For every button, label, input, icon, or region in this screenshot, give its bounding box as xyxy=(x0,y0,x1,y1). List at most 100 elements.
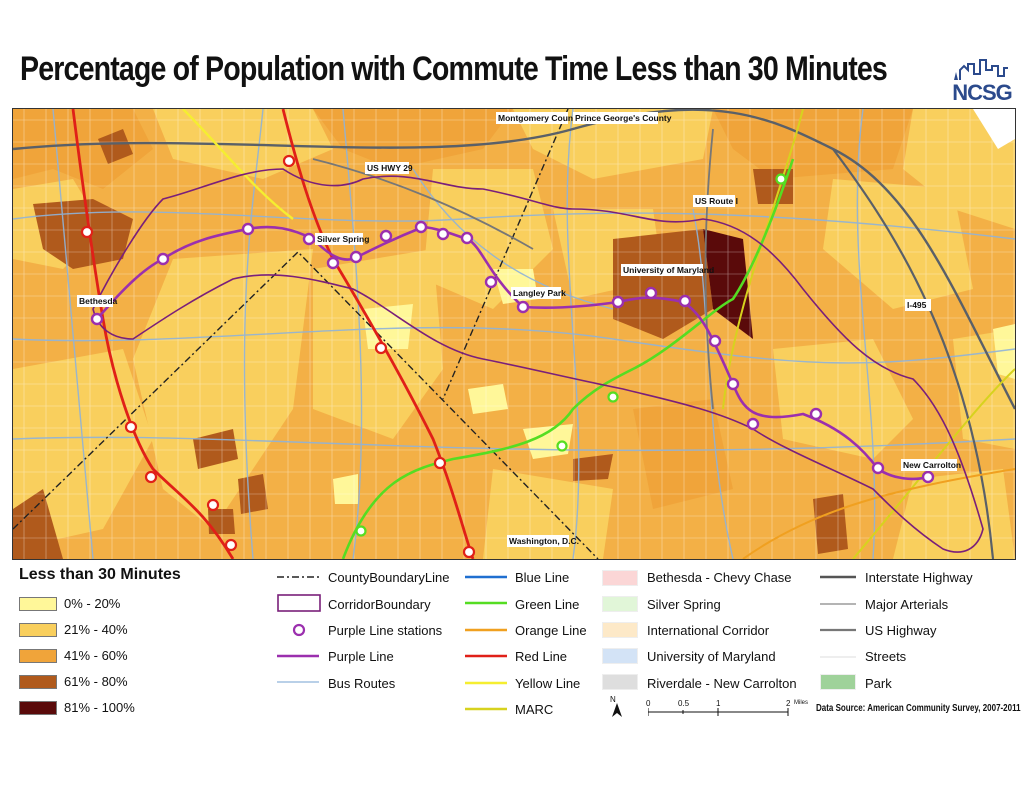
marc-line-east xyxy=(852,368,1015,559)
station-green-3 xyxy=(556,440,568,452)
station-red-4 xyxy=(124,420,138,434)
legend-purple-stations: Purple Line stations xyxy=(328,623,443,638)
orange-line-icon xyxy=(465,628,507,632)
station-red-3 xyxy=(374,341,388,355)
station-green-2 xyxy=(607,391,619,403)
scale-unit: Miles xyxy=(794,700,809,706)
label-i-495: I-495 xyxy=(907,300,927,310)
map-canvas[interactable]: Montgomery County Prince George's County… xyxy=(12,108,1016,560)
us-highway-29 xyxy=(312,158,534,250)
legend-bus-routes: Bus Routes xyxy=(328,676,396,691)
legend-university-of-maryland: University of Maryland xyxy=(647,649,776,664)
scale-tick-2: 2 xyxy=(786,699,791,708)
legend-green-line: Green Line xyxy=(515,597,580,612)
scale-tick-0: 0 xyxy=(646,699,651,708)
legend-major-arterials: Major Arterials xyxy=(865,597,949,612)
legend-orange-line: Orange Line xyxy=(515,623,587,638)
red-line-west xyxy=(71,109,235,559)
station-red-7 xyxy=(206,498,220,512)
legend-swatch-international xyxy=(602,622,638,638)
rail-lines xyxy=(71,109,1015,559)
corridor-boundary xyxy=(92,168,984,553)
station-purple-19 xyxy=(809,407,823,421)
legend-label-81-100: 81% - 100% xyxy=(64,700,135,715)
street-grid xyxy=(13,109,1015,559)
legend-corridor-boundary: CorridorBoundary xyxy=(328,597,431,612)
station-purple-17 xyxy=(726,377,740,391)
station-purple-2 xyxy=(156,252,170,266)
legend-red-line: Red Line xyxy=(515,649,568,664)
station-purple-15 xyxy=(678,294,692,308)
scale-tick-1: 1 xyxy=(716,699,721,708)
north-arrow-icon xyxy=(612,703,622,717)
legend-blue-line: Blue Line xyxy=(515,570,570,585)
label-washington-dc: Washington, D.C. xyxy=(509,536,579,546)
legend-swatch-21-40 xyxy=(19,623,57,637)
interstate-beltway-north xyxy=(13,109,1015,410)
page-title: Percentage of Population with Commute Ti… xyxy=(20,50,888,88)
station-purple-13 xyxy=(611,295,625,309)
north-label: N xyxy=(610,695,616,704)
station-red-5 xyxy=(144,470,158,484)
legend-bethesda-chevy-chase: Bethesda - Chevy Chase xyxy=(647,570,792,585)
legend-swatch-0-20 xyxy=(19,597,57,611)
station-green-1 xyxy=(775,173,787,185)
orange-line xyxy=(742,468,1015,559)
purple-circle-icon xyxy=(292,623,306,637)
station-red-9 xyxy=(462,545,476,559)
arterial-line-icon xyxy=(820,603,856,605)
station-new-carrolton xyxy=(921,470,935,484)
legend-label-41-60: 41% - 60% xyxy=(64,648,128,663)
label-prince-georges-county: Prince George's County xyxy=(575,113,672,123)
legend-purple-line: Purple Line xyxy=(328,649,394,664)
station-bethesda xyxy=(90,312,104,326)
station-purple-16 xyxy=(708,334,722,348)
yellow-line xyxy=(182,109,294,220)
data-source: Data Source: American Community Survey, … xyxy=(816,703,1021,714)
legend-label-0-20: 0% - 20% xyxy=(64,596,121,611)
station-purple-9 xyxy=(436,227,450,241)
label-langley-park: Langley Park xyxy=(513,288,566,298)
legend-interstate-highway: Interstate Highway xyxy=(865,570,973,585)
logo-text: NCSG xyxy=(952,80,1013,105)
legend-swatch-81-100 xyxy=(19,701,57,715)
label-bethesda: Bethesda xyxy=(79,296,118,306)
legend-marc: MARC xyxy=(515,702,554,717)
legend-label-61-80: 61% - 80% xyxy=(64,674,128,689)
station-green-4 xyxy=(355,525,367,537)
legend-swatch-61-80 xyxy=(19,675,57,689)
station-red-6 xyxy=(433,456,447,470)
station-purple-11 xyxy=(484,275,498,289)
legend-swatch-umd xyxy=(602,648,638,664)
marc-line-icon xyxy=(465,707,507,711)
legend-park: Park xyxy=(865,676,892,691)
scale-tick-0-5: 0.5 xyxy=(678,699,690,708)
legend-silver-spring: Silver Spring xyxy=(647,597,721,612)
purple-box-icon xyxy=(277,594,321,612)
label-us-route-1: US Route I xyxy=(695,196,738,206)
label-montgomery-county: Montgomery County xyxy=(498,113,581,123)
red-line-east xyxy=(281,109,475,559)
station-purple-3 xyxy=(241,222,255,236)
legend-title: Less than 30 Minutes xyxy=(19,566,181,583)
dashdot-line-icon xyxy=(277,576,319,578)
green-line-icon xyxy=(465,601,507,605)
blue-thin-line-icon xyxy=(277,681,319,683)
scale-bar-graphic xyxy=(648,708,789,716)
purple-line-icon xyxy=(277,654,319,658)
yellow-line-icon xyxy=(465,681,507,685)
green-line-stations xyxy=(355,173,787,537)
legend-international-corridor: International Corridor xyxy=(647,623,770,638)
legend-swatch-park xyxy=(820,674,856,690)
label-new-carrolton: New Carrolton xyxy=(903,460,961,470)
station-purple-18 xyxy=(746,417,760,431)
us-highway-line-icon xyxy=(820,628,856,632)
red-line-stations xyxy=(80,154,476,559)
legend-streets: Streets xyxy=(865,649,907,664)
label-university-of-maryland: University of Maryland xyxy=(623,265,714,275)
legend-swatch-riverdale xyxy=(602,674,638,690)
bus-routes xyxy=(13,109,1015,559)
red-line-icon xyxy=(465,654,507,658)
legend-riverdale-new-carrolton: Riverdale - New Carrolton xyxy=(647,676,797,691)
streets-line-icon xyxy=(820,656,856,658)
